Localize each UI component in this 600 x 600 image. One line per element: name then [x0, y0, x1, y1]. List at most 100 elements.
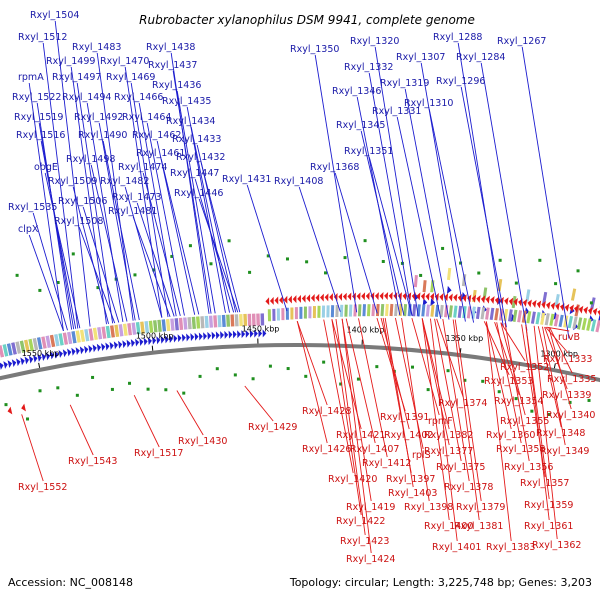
- plus-gene-label[interactable]: Rxyl_1332: [344, 62, 393, 73]
- plus-gene-label[interactable]: Rxyl_1296: [436, 76, 485, 87]
- plus-gene-label[interactable]: Rxyl_1432: [176, 152, 225, 163]
- plus-gene-label[interactable]: Rxyl_1431: [222, 174, 271, 185]
- minus-gene-label[interactable]: Rxyl_1361: [524, 521, 573, 532]
- plus-gene-label[interactable]: Rxyl_1474: [118, 162, 167, 173]
- plus-gene-label[interactable]: Rxyl_1437: [148, 60, 197, 71]
- minus-gene-label[interactable]: Rxyl_1402: [384, 430, 433, 441]
- plus-gene-label[interactable]: Rxyl_1408: [274, 176, 323, 187]
- plus-gene-label[interactable]: Rxyl_1446: [174, 188, 223, 199]
- minus-gene-label[interactable]: Rxyl_1349: [540, 446, 589, 457]
- minus-gene-label[interactable]: Rxyl_1517: [134, 448, 183, 459]
- minus-gene-label[interactable]: Rxyl_1375: [436, 462, 485, 473]
- plus-gene-label[interactable]: Rxyl_1519: [14, 112, 63, 123]
- minus-gene-label[interactable]: Rxyl_1398: [404, 502, 453, 513]
- minus-gene-label[interactable]: Rxyl_1543: [68, 456, 117, 467]
- minus-gene-label[interactable]: Rxyl_1421: [336, 430, 385, 441]
- minus-gene-label[interactable]: Rxyl_1552: [18, 482, 67, 493]
- minus-gene-label[interactable]: Rxyl_1397: [386, 474, 435, 485]
- plus-gene-label[interactable]: Rxyl_1470: [100, 56, 149, 67]
- minus-gene-label[interactable]: Rxyl_1355: [500, 416, 549, 427]
- minus-gene-label[interactable]: Rxyl_1348: [536, 428, 585, 439]
- plus-gene-label[interactable]: Rxyl_1506: [58, 196, 107, 207]
- plus-gene-label[interactable]: Rxyl_1494: [62, 92, 111, 103]
- minus-gene-label[interactable]: Rxyl_1359: [524, 500, 573, 511]
- minus-gene-label[interactable]: rplS: [412, 450, 431, 461]
- plus-gene-label[interactable]: rpmA: [18, 72, 44, 83]
- minus-gene-label[interactable]: Rxyl_1430: [178, 436, 227, 447]
- plus-gene-label[interactable]: Rxyl_1284: [456, 52, 505, 63]
- plus-gene-label[interactable]: clpX: [18, 224, 39, 235]
- plus-gene-label[interactable]: obgE: [34, 162, 58, 173]
- minus-gene-label[interactable]: Rxyl_1339: [542, 390, 591, 401]
- plus-gene-label[interactable]: Rxyl_1490: [78, 130, 127, 141]
- minus-gene-label[interactable]: Rxyl_1391: [380, 412, 429, 423]
- plus-gene-label[interactable]: Rxyl_1481: [108, 206, 157, 217]
- plus-gene-label[interactable]: Rxyl_1435: [162, 96, 211, 107]
- plus-gene-label[interactable]: Rxyl_1310: [404, 98, 453, 109]
- minus-gene-label[interactable]: Rxyl_1353: [484, 376, 533, 387]
- minus-gene-label[interactable]: Rxyl_1400: [424, 521, 473, 532]
- minus-gene-label[interactable]: Rxyl_1412: [362, 458, 411, 469]
- minus-gene-label[interactable]: Rxyl_1358: [496, 444, 545, 455]
- plus-gene-label[interactable]: Rxyl_1350: [290, 44, 339, 55]
- plus-gene-label[interactable]: Rxyl_1509: [48, 176, 97, 187]
- minus-gene-label[interactable]: Rxyl_1401: [432, 542, 481, 553]
- plus-gene-label[interactable]: Rxyl_1320: [350, 36, 399, 47]
- plus-gene-label[interactable]: Rxyl_1267: [497, 36, 546, 47]
- plus-gene-label[interactable]: Rxyl_1464: [122, 112, 171, 123]
- plus-gene-label[interactable]: Rxyl_1504: [30, 10, 79, 21]
- plus-gene-label[interactable]: Rxyl_1498: [66, 154, 115, 165]
- plus-gene-label[interactable]: Rxyl_1469: [106, 72, 155, 83]
- minus-gene-label[interactable]: Rxyl_1335: [547, 374, 596, 385]
- minus-gene-label[interactable]: Rxyl_1423: [340, 536, 389, 547]
- plus-gene-label[interactable]: Rxyl_1436: [152, 80, 201, 91]
- minus-gene-label[interactable]: Rxyl_1428: [302, 406, 351, 417]
- minus-gene-label[interactable]: Rxyl_1379: [456, 502, 505, 513]
- minus-gene-label[interactable]: Rxyl_1352: [500, 362, 549, 373]
- minus-gene-label[interactable]: Rxyl_1419: [346, 502, 395, 513]
- minus-gene-label[interactable]: rpmF: [428, 416, 453, 427]
- plus-gene-label[interactable]: Rxyl_1482: [100, 176, 149, 187]
- minus-gene-label[interactable]: Rxyl_1426: [302, 444, 351, 455]
- plus-gene-label[interactable]: Rxyl_1483: [72, 42, 121, 53]
- minus-gene-label[interactable]: Rxyl_1403: [388, 488, 437, 499]
- minus-gene-label[interactable]: Rxyl_1362: [532, 540, 581, 551]
- minus-gene-label[interactable]: Rxyl_1340: [546, 410, 595, 421]
- plus-gene-label[interactable]: Rxyl_1345: [336, 120, 385, 131]
- minus-gene-label[interactable]: Rxyl_1374: [438, 398, 487, 409]
- plus-gene-label[interactable]: Rxyl_1499: [46, 56, 95, 67]
- minus-gene-label[interactable]: Rxyl_1382: [424, 430, 473, 441]
- plus-gene-label[interactable]: Rxyl_1433: [172, 134, 221, 145]
- minus-gene-label[interactable]: Rxyl_1378: [444, 482, 493, 493]
- minus-gene-label[interactable]: ruvB: [558, 332, 580, 343]
- plus-gene-label[interactable]: Rxyl_1331: [372, 106, 421, 117]
- plus-gene-label[interactable]: Rxyl_1473: [112, 192, 161, 203]
- minus-gene-label[interactable]: Rxyl_1377: [424, 446, 473, 457]
- plus-gene-label[interactable]: Rxyl_1535: [8, 202, 57, 213]
- minus-gene-label[interactable]: Rxyl_1333: [543, 354, 592, 365]
- plus-gene-label[interactable]: Rxyl_1466: [114, 92, 163, 103]
- plus-gene-label[interactable]: Rxyl_1319: [380, 78, 429, 89]
- plus-gene-label[interactable]: Rxyl_1516: [16, 130, 65, 141]
- minus-gene-label[interactable]: Rxyl_1424: [346, 554, 395, 565]
- minus-gene-label[interactable]: Rxyl_1354: [494, 396, 543, 407]
- plus-gene-label[interactable]: Rxyl_1447: [170, 168, 219, 179]
- plus-gene-label[interactable]: Rxyl_1492: [74, 112, 123, 123]
- plus-gene-label[interactable]: Rxyl_1497: [52, 72, 101, 83]
- plus-gene-label[interactable]: Rxyl_1351: [344, 146, 393, 157]
- minus-gene-label[interactable]: Rxyl_1357: [520, 478, 569, 489]
- plus-gene-label[interactable]: Rxyl_1522: [12, 92, 61, 103]
- minus-gene-label[interactable]: Rxyl_1356: [504, 462, 553, 473]
- minus-gene-label[interactable]: Rxyl_1420: [328, 474, 377, 485]
- minus-gene-label[interactable]: Rxyl_1429: [248, 422, 297, 433]
- plus-gene-label[interactable]: Rxyl_1307: [396, 52, 445, 63]
- plus-gene-label[interactable]: Rxyl_1346: [332, 86, 381, 97]
- plus-gene-label[interactable]: Rxyl_1461: [136, 148, 185, 159]
- minus-gene-label[interactable]: Rxyl_1422: [336, 516, 385, 527]
- minus-gene-label[interactable]: Rxyl_1383: [486, 542, 535, 553]
- plus-gene-label[interactable]: Rxyl_1434: [166, 116, 215, 127]
- plus-gene-label[interactable]: Rxyl_1438: [146, 42, 195, 53]
- plus-gene-label[interactable]: Rxyl_1512: [18, 32, 67, 43]
- plus-gene-label[interactable]: Rxyl_1288: [433, 32, 482, 43]
- minus-gene-label[interactable]: Rxyl_1381: [454, 521, 503, 532]
